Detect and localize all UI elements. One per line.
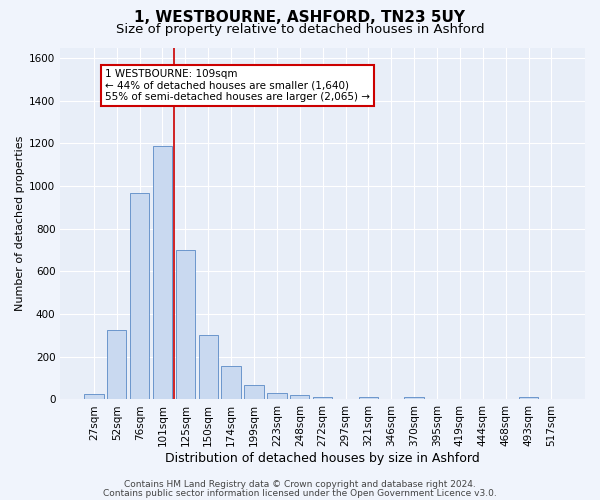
Bar (130, 192, 149, 400)
Bar (359, 398, 378, 400)
Bar (519, 398, 538, 400)
Bar (84, 394, 104, 400)
Bar (153, 146, 172, 400)
Bar (267, 393, 287, 400)
Bar (244, 384, 264, 400)
Text: Contains HM Land Registry data © Crown copyright and database right 2024.: Contains HM Land Registry data © Crown c… (124, 480, 476, 489)
Bar (404, 398, 424, 400)
Text: Size of property relative to detached houses in Ashford: Size of property relative to detached ho… (116, 22, 484, 36)
Bar (290, 395, 310, 400)
Bar (199, 336, 218, 400)
Text: 1 WESTBOURNE: 109sqm
← 44% of detached houses are smaller (1,640)
55% of semi-de: 1 WESTBOURNE: 109sqm ← 44% of detached h… (105, 69, 370, 102)
Bar (107, 330, 127, 400)
X-axis label: Distribution of detached houses by size in Ashford: Distribution of detached houses by size … (165, 452, 480, 465)
Bar (313, 398, 332, 400)
Text: Contains public sector information licensed under the Open Government Licence v3: Contains public sector information licen… (103, 488, 497, 498)
Y-axis label: Number of detached properties: Number of detached properties (15, 136, 25, 311)
Text: 1, WESTBOURNE, ASHFORD, TN23 5UY: 1, WESTBOURNE, ASHFORD, TN23 5UY (134, 10, 466, 25)
Bar (176, 250, 195, 400)
Bar (221, 366, 241, 400)
